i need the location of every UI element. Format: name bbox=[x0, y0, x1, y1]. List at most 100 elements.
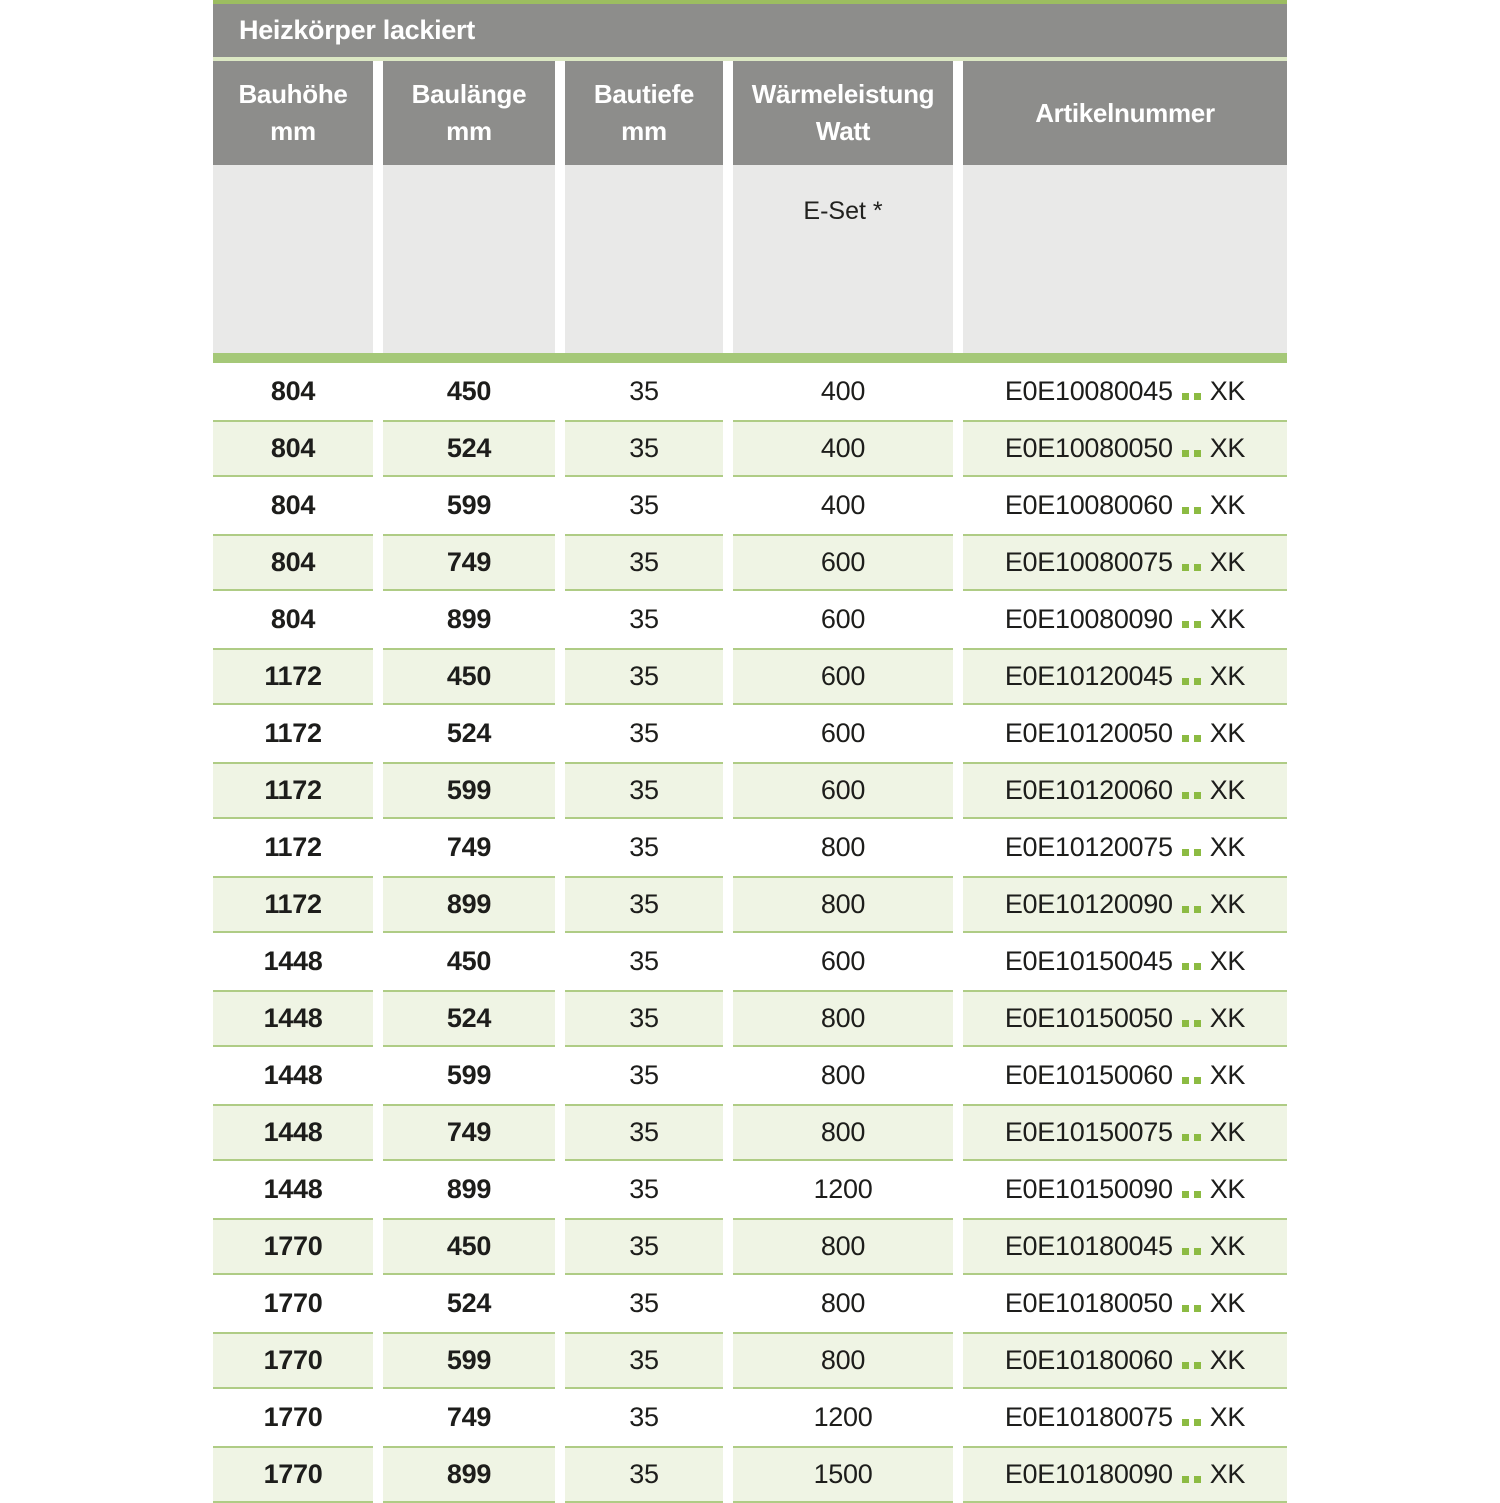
artikel-suffix: XK bbox=[1209, 889, 1246, 919]
cell-bauhoehe: 804 bbox=[270, 376, 316, 406]
green-dot-icon bbox=[1193, 1134, 1201, 1141]
cell-bautiefe: 35 bbox=[629, 1402, 659, 1432]
green-dot-icon bbox=[1193, 1419, 1201, 1426]
cell-waermeleistung: 800 bbox=[820, 832, 866, 862]
table-row: 1172 524 35 600 E0E10120050 XK bbox=[213, 705, 1287, 762]
table-row: 804 599 35 400 E0E10080060 XK bbox=[213, 477, 1287, 534]
cell-artikelnummer: E0E10150090 XK bbox=[963, 1161, 1287, 1218]
artikel-suffix: XK bbox=[1209, 1345, 1246, 1375]
artikel-code: E0E10080075 bbox=[1004, 547, 1173, 577]
cell-bautiefe: 35 bbox=[629, 832, 659, 862]
table-row: 1448 899 35 1200 E0E10150090 XK bbox=[213, 1161, 1287, 1218]
cell-bautiefe: 35 bbox=[629, 1060, 659, 1090]
green-dot-icon bbox=[1181, 1362, 1189, 1369]
green-dot-icon bbox=[1181, 564, 1189, 571]
green-dot-icon bbox=[1181, 507, 1189, 514]
header-separator-bar bbox=[213, 353, 1287, 363]
cell-bautiefe: 35 bbox=[629, 718, 659, 748]
cell-bauhoehe: 804 bbox=[270, 490, 316, 520]
header-artikelnummer: Artikelnummer bbox=[963, 61, 1287, 165]
cell-waermeleistung: 1200 bbox=[813, 1402, 873, 1432]
cell-bauhoehe: 1448 bbox=[213, 1104, 373, 1161]
cell-waermeleistung: 800 bbox=[733, 876, 953, 933]
cell-waermeleistung: 800 bbox=[820, 1060, 866, 1090]
top-accent-bar bbox=[213, 0, 1287, 4]
cell-baulaenge: 599 bbox=[383, 762, 555, 819]
green-dot-icon bbox=[1193, 507, 1201, 514]
green-dot-icon bbox=[1181, 906, 1189, 913]
artikelnummer-value: E0E10150075 XK bbox=[1005, 1117, 1246, 1148]
artikel-code: E0E10180050 bbox=[1004, 1288, 1173, 1318]
cell-bauhoehe: 1448 bbox=[213, 990, 373, 1047]
green-dot-icon bbox=[1193, 1077, 1201, 1084]
artikelnummer-value: E0E10120090 XK bbox=[1005, 889, 1246, 920]
cell-baulaenge: 899 bbox=[446, 604, 492, 634]
cell-baulaenge: 524 bbox=[446, 718, 492, 748]
cell-baulaenge: 524 bbox=[383, 990, 555, 1047]
artikelnummer-value: E0E10120060 XK bbox=[1004, 775, 1246, 806]
table-body: 804 450 35 400 E0E10080045 XK 804 524 35 … bbox=[213, 363, 1287, 1503]
subheader-cell-baulaenge bbox=[383, 165, 555, 353]
cell-baulaenge: 599 bbox=[446, 490, 492, 520]
cell-artikelnummer: E0E10180050 XK bbox=[963, 1275, 1287, 1332]
green-dot-icon bbox=[1193, 1020, 1201, 1027]
cell-bautiefe: 35 bbox=[565, 534, 723, 591]
cell-baulaenge: 899 bbox=[383, 876, 555, 933]
cell-artikelnummer: E0E10150060 XK bbox=[963, 1047, 1287, 1104]
header-label: Bauhöhe bbox=[238, 79, 348, 109]
table-row: 1448 524 35 800 E0E10150050 XK bbox=[213, 990, 1287, 1047]
green-dot-icon bbox=[1193, 450, 1201, 457]
artikel-suffix: XK bbox=[1209, 1117, 1246, 1147]
artikel-suffix: XK bbox=[1209, 376, 1246, 406]
artikelnummer-value: E0E10080090 XK bbox=[1005, 604, 1246, 635]
header-label: Baulänge bbox=[411, 79, 527, 109]
header-unit: mm bbox=[446, 116, 492, 146]
green-dot-icon bbox=[1193, 393, 1201, 400]
cell-waermeleistung: 400 bbox=[733, 420, 953, 477]
artikelnummer-value: E0E10080060 XK bbox=[1005, 490, 1246, 521]
artikel-code: E0E10150045 bbox=[1004, 946, 1173, 976]
table-row: 1770 450 35 800 E0E10180045 XK bbox=[213, 1218, 1287, 1275]
cell-waermeleistung: 800 bbox=[733, 1332, 953, 1389]
green-dot-icon bbox=[1193, 678, 1201, 685]
artikelnummer-value: E0E10150090 XK bbox=[1005, 1174, 1246, 1205]
green-dot-icon bbox=[1193, 1191, 1201, 1198]
cell-waermeleistung: 400 bbox=[820, 376, 866, 406]
cell-waermeleistung: 600 bbox=[820, 604, 866, 634]
cell-bauhoehe: 1770 bbox=[263, 1402, 323, 1432]
cell-waermeleistung: 1500 bbox=[733, 1446, 953, 1503]
cell-baulaenge: 450 bbox=[383, 648, 555, 705]
artikelnummer-value: E0E10180090 XK bbox=[1005, 1459, 1246, 1490]
green-dot-icon bbox=[1193, 1248, 1201, 1255]
green-dot-icon bbox=[1193, 735, 1201, 742]
cell-artikelnummer: E0E10080050 XK bbox=[963, 420, 1287, 477]
artikelnummer-value: E0E10080075 XK bbox=[1004, 547, 1246, 578]
subheader-cell-bautiefe bbox=[565, 165, 723, 353]
cell-artikelnummer: E0E10180060 XK bbox=[963, 1332, 1287, 1389]
artikelnummer-value: E0E10180075 XK bbox=[1005, 1402, 1246, 1433]
artikelnummer-value: E0E10120045 XK bbox=[1005, 661, 1246, 692]
cell-bautiefe: 35 bbox=[565, 1104, 723, 1161]
artikel-code: E0E10120060 bbox=[1004, 775, 1173, 805]
artikelnummer-value: E0E10080050 XK bbox=[1005, 433, 1246, 464]
green-dot-icon bbox=[1193, 621, 1201, 628]
table-row: 1770 899 35 1500 E0E10180090 XK bbox=[213, 1446, 1287, 1503]
cell-bauhoehe: 1448 bbox=[263, 946, 323, 976]
cell-bautiefe: 35 bbox=[565, 420, 723, 477]
cell-artikelnummer: E0E10120050 XK bbox=[963, 705, 1287, 762]
table-row: 1448 749 35 800 E0E10150075 XK bbox=[213, 1104, 1287, 1161]
green-dot-icon bbox=[1181, 735, 1189, 742]
artikel-code: E0E10150060 bbox=[1004, 1060, 1173, 1090]
artikel-code: E0E10120050 bbox=[1004, 718, 1173, 748]
cell-bautiefe: 35 bbox=[629, 604, 659, 634]
green-dot-icon bbox=[1181, 1134, 1189, 1141]
artikel-code: E0E10080045 bbox=[1004, 376, 1173, 406]
artikel-suffix: XK bbox=[1209, 718, 1246, 748]
header-label: Artikelnummer bbox=[1035, 97, 1215, 128]
cell-artikelnummer: E0E10180090 XK bbox=[963, 1446, 1287, 1503]
table-row: 1770 524 35 800 E0E10180050 XK bbox=[213, 1275, 1287, 1332]
artikelnummer-value: E0E10180060 XK bbox=[1005, 1345, 1246, 1376]
cell-artikelnummer: E0E10080090 XK bbox=[963, 591, 1287, 648]
table-row: 1172 749 35 800 E0E10120075 XK bbox=[213, 819, 1287, 876]
artikel-suffix: XK bbox=[1209, 547, 1246, 577]
